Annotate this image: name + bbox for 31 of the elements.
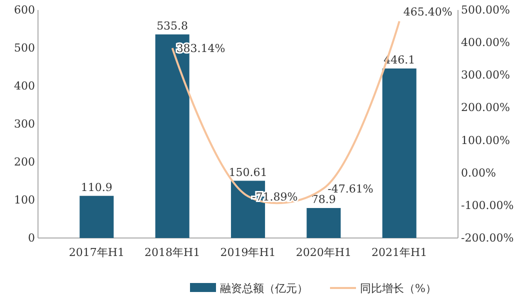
- bar: [80, 196, 114, 238]
- y-tick-label: 600: [14, 4, 35, 17]
- y-tick-label: 500: [14, 42, 35, 55]
- y2-tick-label: 500.00%: [461, 4, 510, 17]
- y2-tick-label: -100.00%: [461, 198, 514, 212]
- x-tick-label: 2018年H1: [144, 246, 200, 259]
- y2-tick-label: 0.00%: [461, 166, 496, 180]
- data-label: 110.9: [80, 180, 112, 194]
- data-label: 535.8: [156, 19, 188, 32]
- data-label: 150.61: [228, 166, 268, 179]
- bar: [306, 208, 341, 238]
- x-tick-label: 2019年H1: [220, 246, 276, 259]
- y2-tick-label: 400.00%: [461, 36, 510, 50]
- legend-label: 同比增长（%）: [360, 282, 436, 295]
- y2-tick-label: 100.00%: [461, 134, 510, 147]
- y2-tick-label: 300.00%: [461, 68, 510, 82]
- x-tick-label: 2021年H1: [372, 246, 428, 259]
- data-label: -47.61%: [328, 182, 374, 196]
- y-tick-label: 200: [14, 156, 35, 169]
- data-label: 465.40%: [403, 5, 452, 18]
- x-tick-label: 2020年H1: [296, 246, 352, 259]
- legend-label: 融资总额（亿元）: [220, 282, 308, 295]
- x-tick-label: 2017年H1: [68, 246, 124, 259]
- y-tick-label: 0: [28, 232, 35, 245]
- y2-tick-label: 200.00%: [461, 101, 510, 114]
- bar: [382, 68, 416, 238]
- y2-tick-label: -200.00%: [461, 232, 514, 245]
- y-tick-label: 100: [14, 194, 35, 207]
- y-tick-label: 300: [14, 118, 35, 131]
- y-tick-label: 400: [14, 80, 35, 93]
- data-label: 78.9: [311, 193, 336, 206]
